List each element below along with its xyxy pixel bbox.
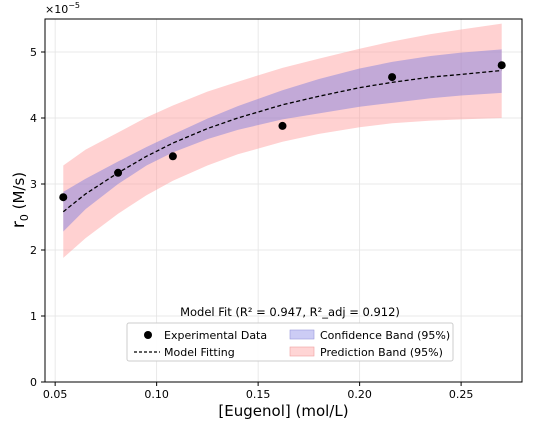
x-tick-label: 0.15 [246, 388, 271, 401]
data-point [388, 73, 397, 82]
y-multiplier: ×10−5 [45, 1, 80, 16]
data-point [497, 61, 506, 70]
legend-label-confidence: Confidence Band (95%) [320, 329, 450, 342]
x-tick-label: 0.10 [144, 388, 169, 401]
legend-marker-confidence [289, 329, 315, 340]
legend-marker-prediction [289, 346, 315, 357]
y-tick-label: 2 [30, 244, 37, 257]
data-point [168, 152, 177, 161]
data-point [59, 193, 68, 202]
legend-marker-experimental [144, 331, 152, 339]
fit-line [62, 69, 502, 213]
y-tick-label: 5 [30, 46, 37, 59]
x-tick-label: 0.05 [43, 388, 68, 401]
data-point [278, 121, 287, 130]
x-tick-label: 0.25 [449, 388, 474, 401]
y-tick-label: 3 [30, 178, 37, 191]
y-axis-label: r0 (M/s) [9, 172, 31, 228]
legend-label-experimental: Experimental Data [164, 329, 267, 342]
fit-line-path [62, 69, 502, 213]
plot-frame [44, 18, 523, 383]
y-axis-ticks: 0 1 2 3 4 5 [30, 46, 45, 389]
y-tick-label: 0 [30, 376, 37, 389]
legend-label-fit: Model Fitting [164, 346, 235, 359]
x-axis-ticks: 0.05 0.10 0.15 0.20 0.25 [43, 382, 473, 401]
y-tick-label: 4 [30, 112, 37, 125]
x-tick-label: 0.20 [347, 388, 372, 401]
legend: Experimental Data Model Fitting Confiden… [126, 322, 454, 362]
legend-box [126, 322, 454, 362]
experimental-points [59, 61, 506, 202]
legend-label-prediction: Prediction Band (95%) [320, 346, 443, 359]
data-point [114, 168, 123, 177]
model-fit-annotation: Model Fit (R² = 0.947, R²_adj = 0.912) [180, 305, 400, 319]
confidence-band-area [63, 49, 502, 232]
x-axis-label: [Eugenol] (mol/L) [218, 402, 348, 420]
y-tick-label: 1 [30, 310, 37, 323]
confidence-band [63, 49, 502, 232]
